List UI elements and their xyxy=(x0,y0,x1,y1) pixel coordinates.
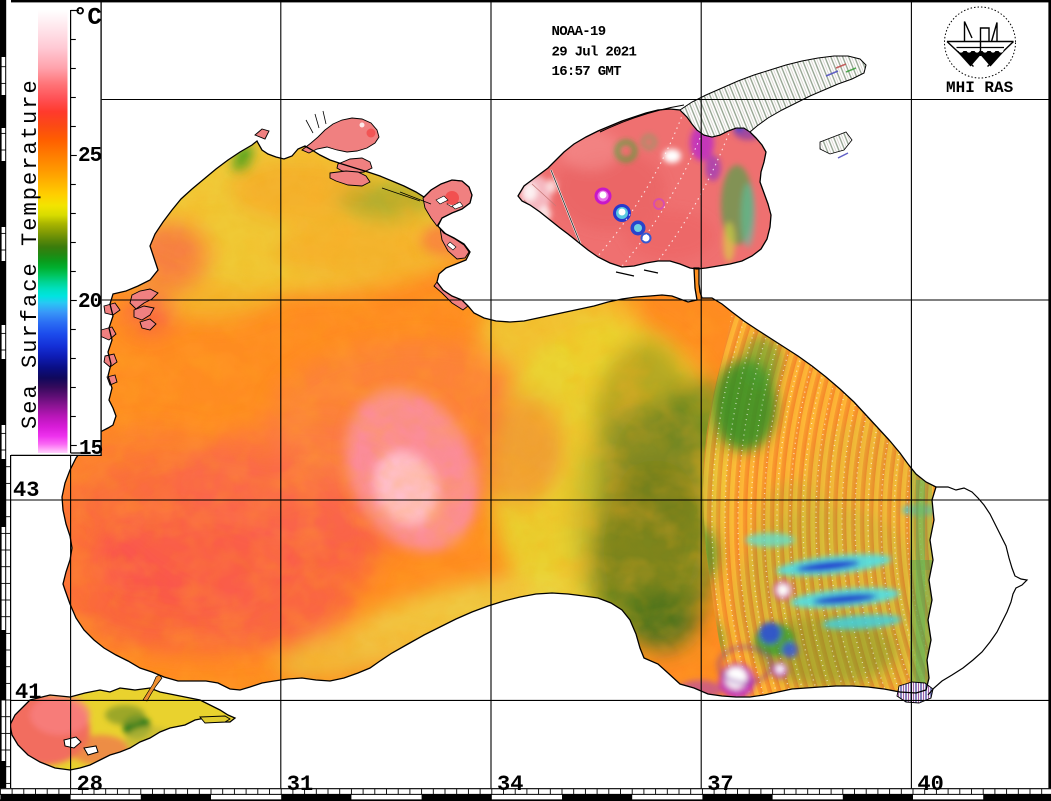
svg-text:34: 34 xyxy=(497,772,523,797)
svg-text:43: 43 xyxy=(13,478,39,503)
svg-text:28: 28 xyxy=(77,772,103,797)
svg-text:40: 40 xyxy=(917,772,943,797)
svg-text:25: 25 xyxy=(78,145,102,168)
svg-text:20: 20 xyxy=(78,291,102,314)
svg-text:Sea Surface Temperature: Sea Surface Temperature xyxy=(18,78,43,429)
svg-text:°C: °C xyxy=(73,5,102,32)
svg-text:15: 15 xyxy=(79,438,103,461)
svg-text:29 Jul 2021: 29 Jul 2021 xyxy=(552,44,637,60)
svg-text:MHI RAS: MHI RAS xyxy=(946,79,1014,97)
svg-text:31: 31 xyxy=(287,772,313,797)
svg-text:41: 41 xyxy=(15,680,41,705)
svg-text:37: 37 xyxy=(707,772,733,797)
svg-text:16:57 GMT: 16:57 GMT xyxy=(552,64,622,80)
svg-text:NOAA-19: NOAA-19 xyxy=(552,24,606,40)
